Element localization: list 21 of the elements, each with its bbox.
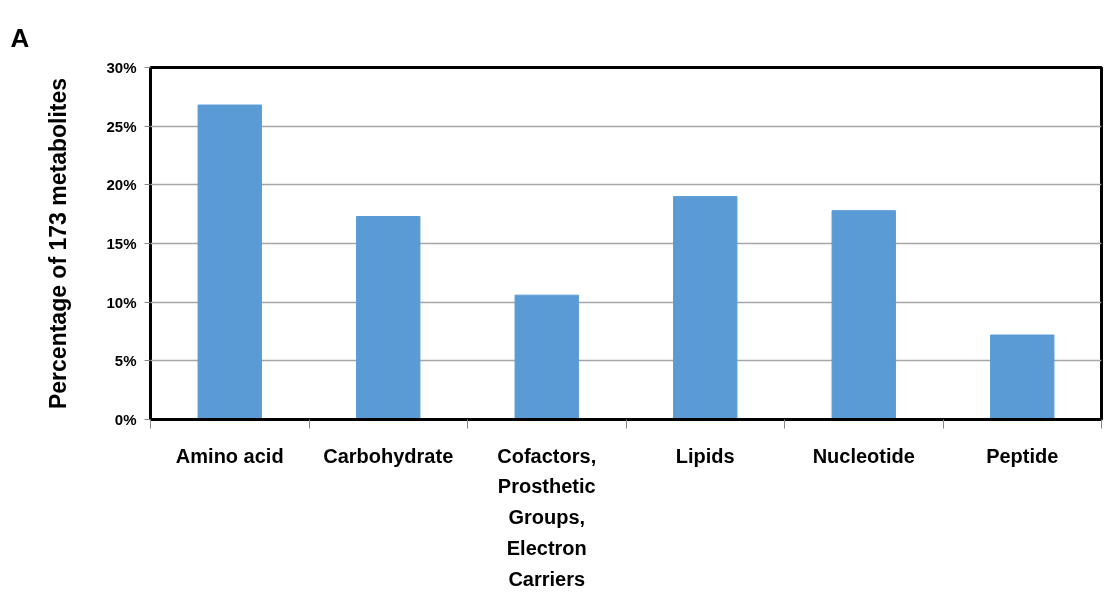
x-tick-label: Carbohydrate [323,444,454,467]
y-tick-label: 30% [106,59,137,76]
y-tick-label: 0% [114,411,137,428]
bar [673,196,738,420]
y-axis-title: Percentage of 173 metabolites [45,77,72,410]
x-tick-label: Peptide [986,444,1059,467]
y-tick-label: 5% [114,352,137,370]
bar [831,210,896,420]
bar [990,334,1055,420]
chart-title: A [10,22,30,53]
y-tick-label: 20% [106,176,137,194]
bar [356,216,421,420]
bar [197,104,262,420]
x-tick-label: Cofactors, Prosthetic Groups, Electron Carriers [497,444,597,590]
bar [514,294,579,420]
y-tick-label: 15% [106,235,137,252]
x-tick-label: Lipids [675,444,735,467]
y-tick-label: 25% [106,117,137,135]
x-tick-label: Amino acid [175,444,284,467]
y-tick-label: 10% [106,293,137,311]
x-tick-label: Nucleotide [812,444,915,467]
